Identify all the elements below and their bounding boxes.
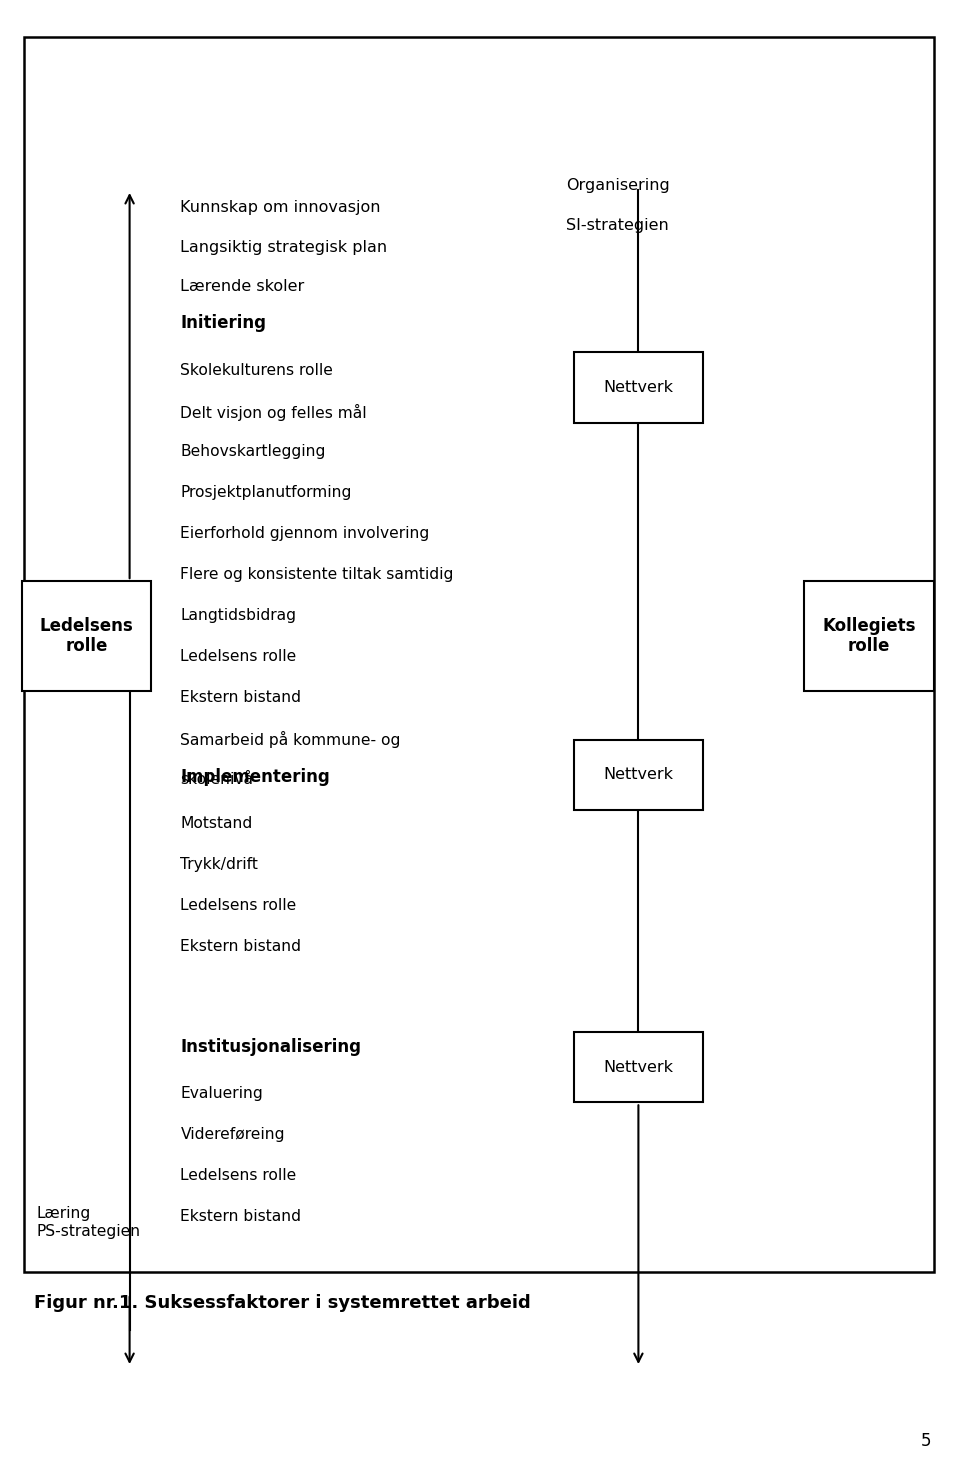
Text: Delt visjon og felles mål: Delt visjon og felles mål — [180, 404, 367, 421]
Text: Samarbeid på kommune- og: Samarbeid på kommune- og — [180, 731, 401, 749]
Text: Ledelsens rolle: Ledelsens rolle — [180, 1168, 297, 1183]
Bar — [24, 37, 934, 1272]
Text: Langsiktig strategisk plan: Langsiktig strategisk plan — [180, 240, 388, 254]
Text: Kunnskap om innovasjon: Kunnskap om innovasjon — [180, 200, 381, 215]
Text: Institusjonalisering: Institusjonalisering — [180, 1038, 362, 1056]
Text: Videreføreing: Videreføreing — [180, 1127, 285, 1142]
Text: Kollegiets
rolle: Kollegiets rolle — [822, 617, 916, 655]
Text: Ledelsens rolle: Ledelsens rolle — [180, 898, 297, 912]
Text: Ekstern bistand: Ekstern bistand — [180, 1209, 301, 1224]
Text: Prosjektplanutforming: Prosjektplanutforming — [180, 485, 352, 500]
Text: Implementering: Implementering — [180, 768, 330, 785]
Bar — [574, 352, 703, 423]
Text: Skolekulturens rolle: Skolekulturens rolle — [180, 363, 333, 377]
Text: SI-strategien: SI-strategien — [566, 218, 669, 232]
Text: Langtidsbidrag: Langtidsbidrag — [180, 608, 297, 623]
Text: Ekstern bistand: Ekstern bistand — [180, 690, 301, 705]
Text: Initiering: Initiering — [180, 314, 267, 332]
Text: Trykk/drift: Trykk/drift — [180, 857, 258, 871]
Text: 5: 5 — [921, 1433, 931, 1450]
Bar — [804, 582, 933, 692]
Text: Organisering: Organisering — [566, 178, 670, 193]
Text: Nettverk: Nettverk — [604, 1060, 673, 1075]
Text: Eierforhold gjennom involvering: Eierforhold gjennom involvering — [180, 526, 430, 541]
Text: Nettverk: Nettverk — [604, 380, 673, 395]
Text: Motstand: Motstand — [180, 816, 252, 830]
Text: Ledelsens rolle: Ledelsens rolle — [180, 649, 297, 664]
Bar — [21, 582, 152, 692]
Text: Nettverk: Nettverk — [604, 768, 673, 782]
Text: Lærende skoler: Lærende skoler — [180, 279, 304, 294]
Bar — [574, 1032, 703, 1102]
Text: Figur nr.1. Suksessfaktorer i systemrettet arbeid: Figur nr.1. Suksessfaktorer i systemrett… — [34, 1294, 530, 1311]
Bar — [574, 740, 703, 810]
Text: Læring
PS-strategien: Læring PS-strategien — [36, 1206, 140, 1238]
Text: Flere og konsistente tiltak samtidig: Flere og konsistente tiltak samtidig — [180, 567, 454, 582]
Text: Behovskartlegging: Behovskartlegging — [180, 444, 325, 459]
Text: Ekstern bistand: Ekstern bistand — [180, 939, 301, 953]
Text: Evaluering: Evaluering — [180, 1086, 263, 1101]
Text: Ledelsens
rolle: Ledelsens rolle — [39, 617, 133, 655]
Text: skolenivå: skolenivå — [180, 772, 253, 787]
